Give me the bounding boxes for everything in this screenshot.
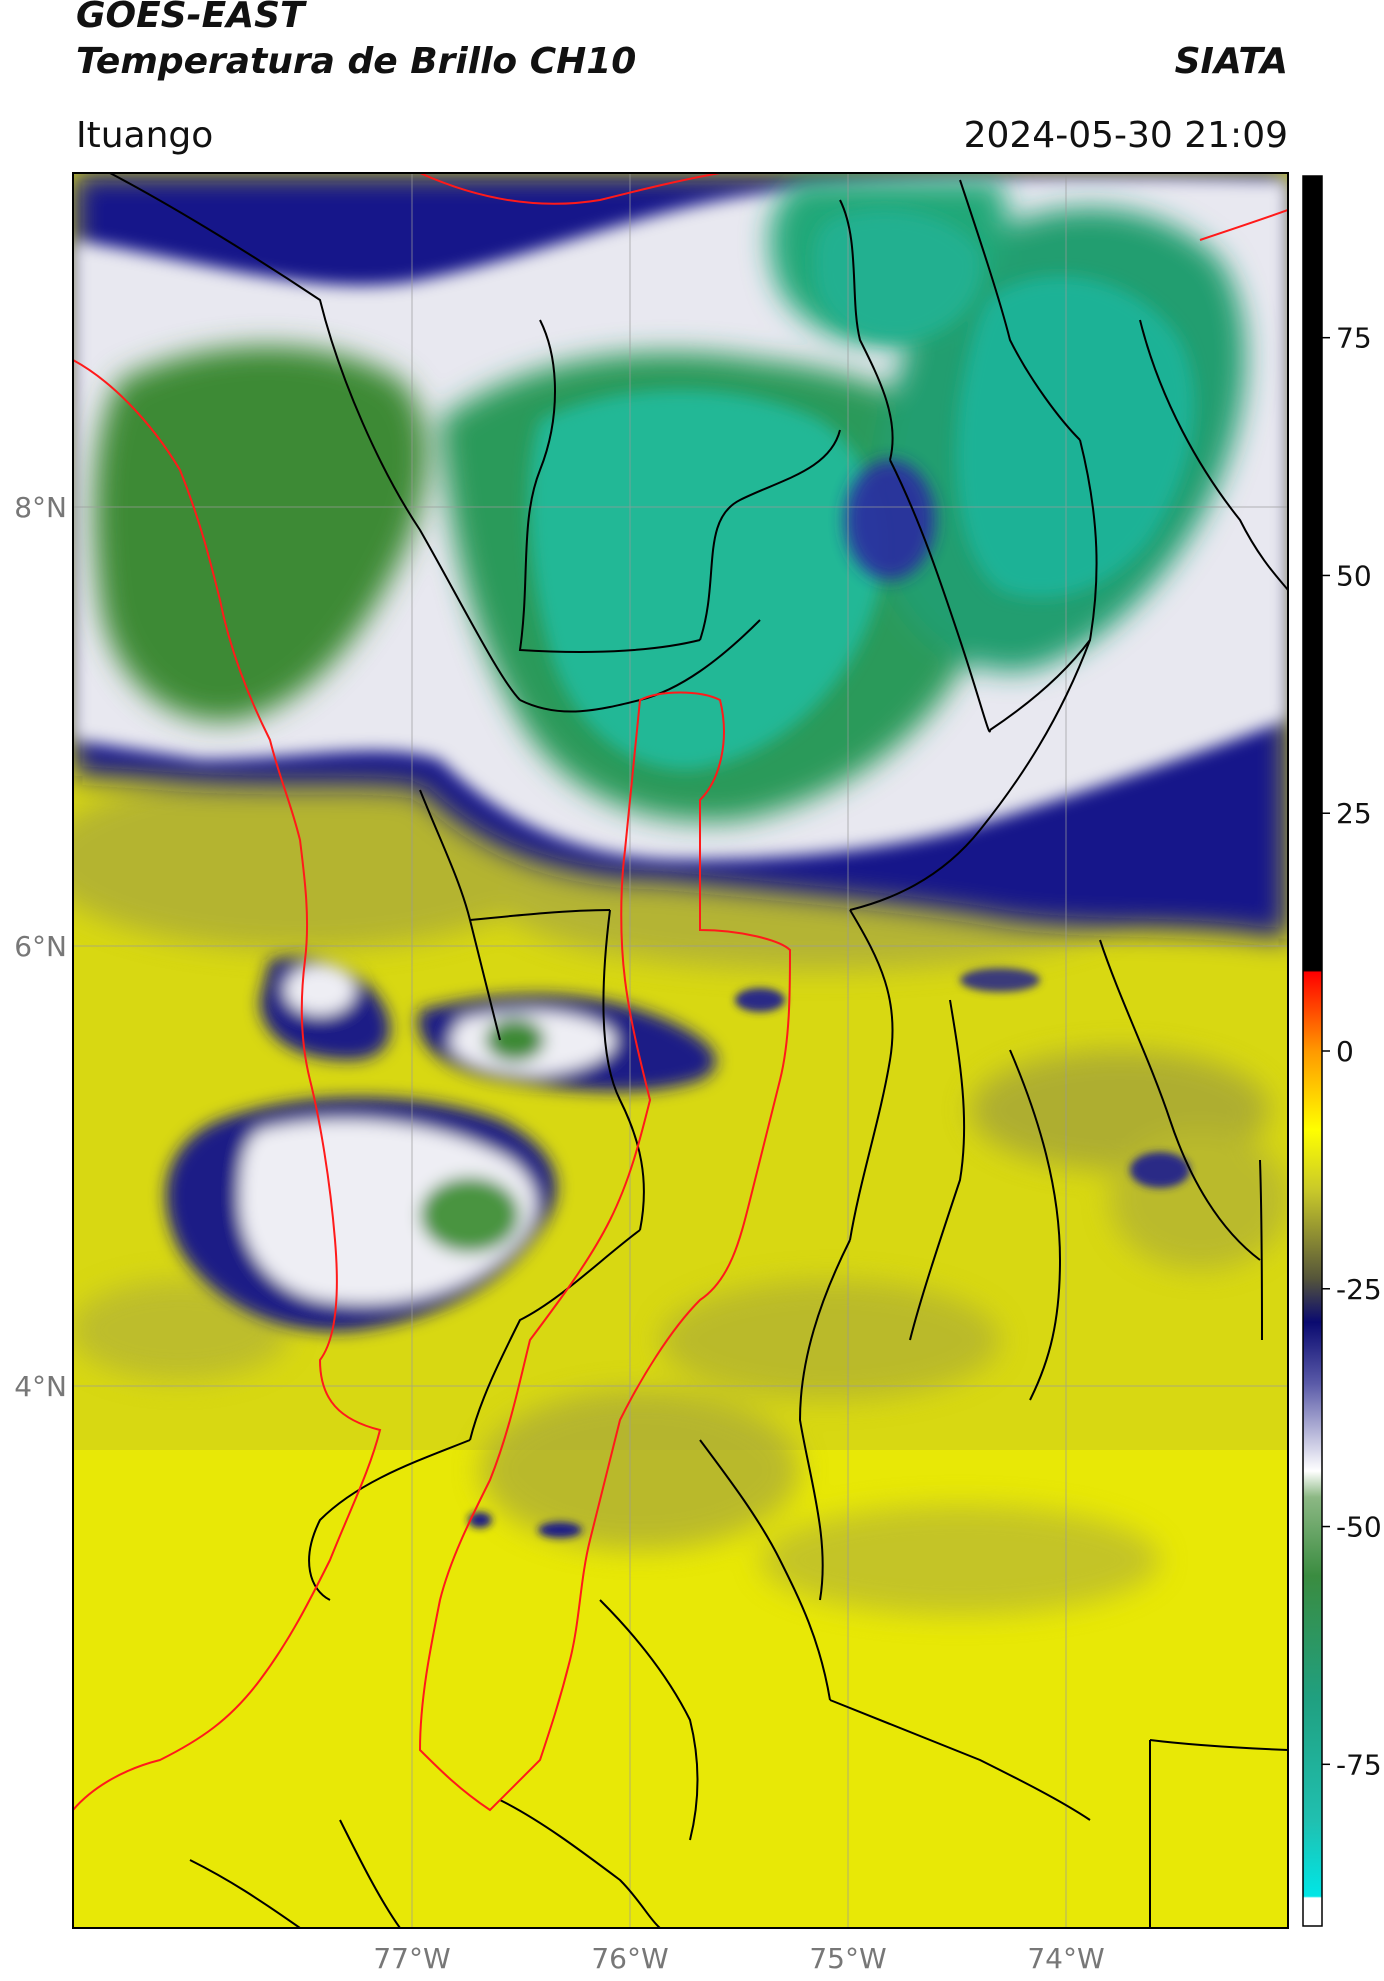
latitude-labels: 8°N 6°N 4°N bbox=[14, 491, 67, 1403]
teal-cloud-core bbox=[529, 210, 1195, 770]
small-navy-cells bbox=[468, 968, 1190, 1538]
graticule bbox=[73, 173, 1288, 1928]
colorbar-tick-label: 25 bbox=[1336, 797, 1372, 830]
colorbar-tick-label: -50 bbox=[1336, 1511, 1382, 1544]
colorbar: 75 50 25 0 -25 -50 -75 bbox=[1302, 175, 1382, 1927]
colorbar-tick-label: -25 bbox=[1336, 1273, 1382, 1306]
lon-label-74w: 74°W bbox=[1027, 1942, 1104, 1975]
mid-cloud-clusters bbox=[165, 957, 717, 1332]
satellite-image bbox=[73, 173, 1288, 1928]
lon-label-75w: 75°W bbox=[809, 1942, 886, 1975]
lat-label-4n: 4°N bbox=[14, 1370, 67, 1403]
satellite-title: GOES-EAST bbox=[76, 0, 305, 36]
colorbar-tick-label: 0 bbox=[1336, 1035, 1354, 1068]
colorbar-tick-label: -75 bbox=[1336, 1748, 1382, 1781]
datetime-label: 2024-05-30 21:09 bbox=[963, 115, 1288, 156]
longitude-labels: 77°W 76°W 75°W 74°W bbox=[373, 1942, 1104, 1975]
lon-label-77w: 77°W bbox=[373, 1942, 450, 1975]
navy-hole bbox=[845, 460, 935, 580]
colorbar-tick-label: 50 bbox=[1336, 559, 1372, 592]
organization-label: SIATA bbox=[1174, 41, 1288, 82]
colorbar-ticks: 75 50 25 0 -25 -50 -75 bbox=[1322, 322, 1382, 1781]
boundaries-black bbox=[109, 173, 1288, 1928]
boundaries-red bbox=[73, 173, 1288, 1812]
colorbar-tick-label: 75 bbox=[1336, 322, 1372, 355]
lon-label-76w: 76°W bbox=[591, 1942, 668, 1975]
lat-label-6n: 6°N bbox=[14, 930, 67, 963]
location-label: Ituango bbox=[76, 115, 214, 156]
lat-label-8n: 8°N bbox=[14, 491, 67, 524]
map-frame bbox=[72, 172, 1289, 1929]
colorbar-scale bbox=[1302, 175, 1323, 1927]
product-title: Temperatura de Brillo CH10 bbox=[76, 41, 637, 82]
